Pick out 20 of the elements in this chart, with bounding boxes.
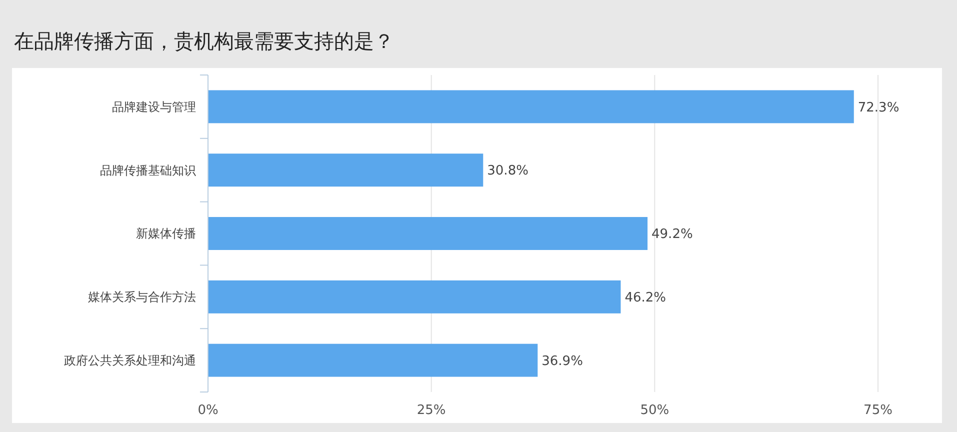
- bar: [208, 90, 854, 124]
- data-label: 46.2%: [624, 290, 666, 306]
- y-tick-label: 品牌建设与管理: [112, 100, 196, 114]
- bar: [208, 344, 538, 377]
- bar: [208, 217, 648, 250]
- x-tick-label: 0%: [198, 403, 218, 418]
- data-label: 30.8%: [487, 164, 528, 179]
- x-tick-label: 50%: [640, 403, 670, 418]
- chart-title: 在品牌传播方面，贵机构最需要支持的是？: [14, 29, 394, 53]
- x-tick-label: 75%: [864, 403, 892, 418]
- bar: [208, 280, 621, 314]
- x-tick-label: 25%: [416, 403, 446, 418]
- bar: [208, 154, 484, 187]
- data-label: 49.2%: [652, 227, 693, 242]
- y-tick-label: 新媒体传播: [136, 226, 196, 241]
- y-tick-label: 媒体关系与合作方法: [88, 290, 196, 304]
- data-label: 72.3%: [858, 100, 900, 116]
- data-label: 36.9%: [542, 354, 583, 369]
- y-tick-label: 品牌传播基础知识: [100, 163, 196, 178]
- y-tick-label: 政府公共关系处理和沟通: [64, 354, 196, 368]
